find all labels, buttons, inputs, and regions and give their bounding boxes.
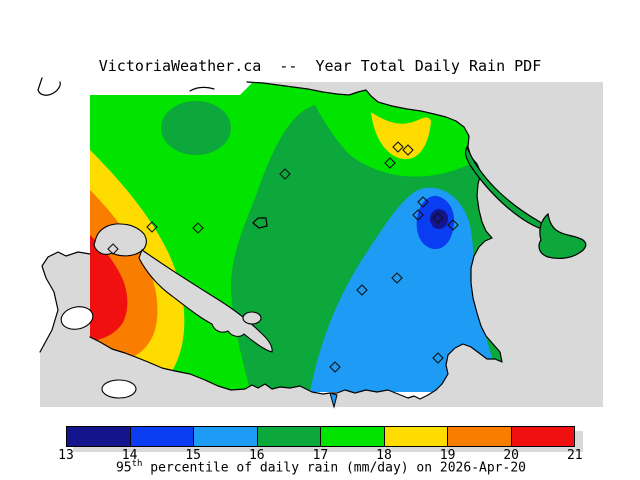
colorbar-tick: 14 xyxy=(121,448,138,463)
caption-superscript: th xyxy=(131,459,143,469)
colorbar-cell-20-21 xyxy=(510,427,574,446)
headland-spike xyxy=(329,392,338,409)
band-18-19-north xyxy=(371,112,431,160)
station-diamond-icon xyxy=(432,352,444,364)
colorbar-tick: 18 xyxy=(376,448,392,463)
station-diamond-icon xyxy=(192,222,204,234)
band-16-17-dome xyxy=(161,101,231,155)
page-title: VictoriaWeather.ca -- Year Total Daily R… xyxy=(98,57,542,75)
station-diamond-icon xyxy=(391,272,403,284)
lake-west xyxy=(60,306,94,330)
colorbar-cell-19-20 xyxy=(447,427,511,446)
station-diamond-icon xyxy=(146,221,158,233)
colorbar-caption: 95th percentile of daily rain (mm/day) o… xyxy=(0,459,640,475)
station-diamond-icon xyxy=(356,284,368,296)
sooke-basin xyxy=(93,223,147,257)
station-diamond-icon xyxy=(412,209,424,221)
station-diamond-icon xyxy=(447,219,459,231)
colorbar-tick: 19 xyxy=(439,448,456,463)
station-diamond-icon xyxy=(402,144,414,156)
harbour-channel xyxy=(138,249,273,353)
colorbar-cell-14-15 xyxy=(129,427,193,446)
sea-gray xyxy=(40,82,603,407)
station-diamond-icon xyxy=(107,243,119,255)
coastline xyxy=(89,81,503,400)
harbour-pocket xyxy=(242,311,262,325)
colorbar-tick: 20 xyxy=(503,448,520,463)
colorbar-tick: 17 xyxy=(312,448,329,463)
offshore-strip xyxy=(464,145,548,231)
caption-value: 95 xyxy=(115,460,132,476)
elk-lake-outline xyxy=(252,217,268,229)
colorbar xyxy=(66,426,575,447)
station-markers xyxy=(107,141,459,373)
colorbar-tick: 21 xyxy=(566,448,583,463)
station-diamond-icon xyxy=(384,157,396,169)
colorbar-cell-15-16 xyxy=(193,427,257,446)
colorbar-cell-13-14 xyxy=(67,427,130,446)
northwest-coast-fragment xyxy=(37,77,61,96)
coastline-west-land xyxy=(39,251,91,353)
colorbar-cell-16-17 xyxy=(256,427,320,446)
station-diamond-icon xyxy=(417,196,429,208)
boot-island xyxy=(538,212,587,259)
colorbar-cell-18-19 xyxy=(383,427,447,446)
band-20-21-west xyxy=(90,235,128,341)
colorbar-tick: 13 xyxy=(58,448,74,463)
north-coast-fragment xyxy=(189,86,215,92)
lake-south xyxy=(101,379,137,399)
station-diamond-icon xyxy=(329,361,341,373)
band-15-16 xyxy=(310,187,502,392)
colorbar-tick: 15 xyxy=(185,448,202,463)
station-diamond-icon xyxy=(392,141,404,153)
colorbar-tick: 16 xyxy=(248,448,265,463)
band-13-14 xyxy=(430,209,448,229)
station-diamond-icon xyxy=(432,212,444,224)
station-diamond-icon xyxy=(279,168,291,180)
colorbar-cell-17-18 xyxy=(320,427,384,446)
caption-text: percentile of daily rain (mm/day) on 202… xyxy=(142,460,526,476)
